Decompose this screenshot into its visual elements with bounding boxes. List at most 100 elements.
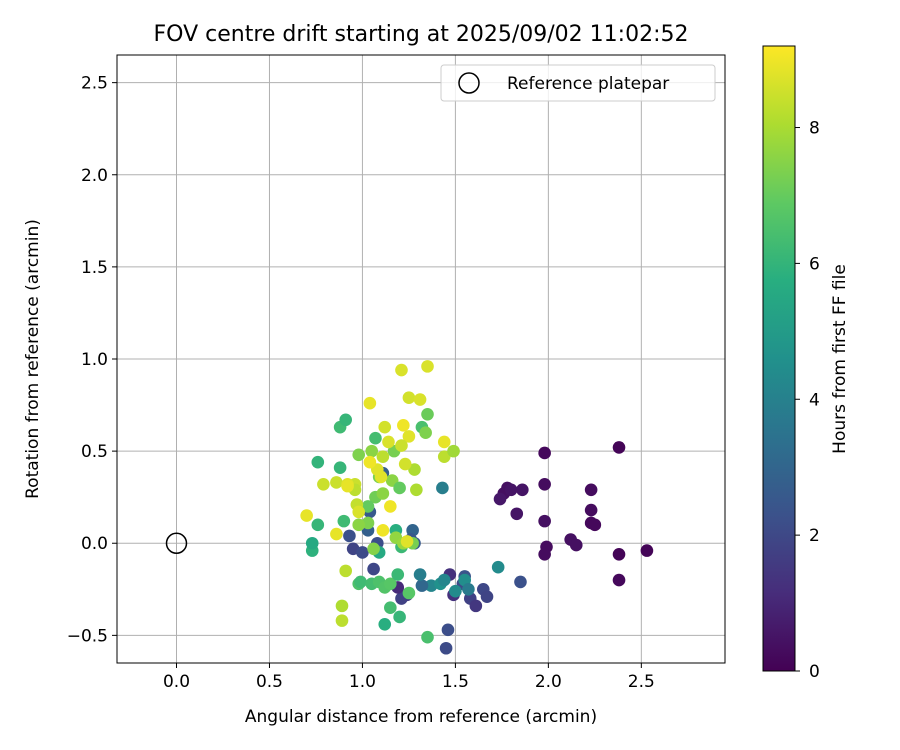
data-point: [538, 477, 551, 491]
data-point: [339, 564, 352, 578]
data-points: [300, 360, 654, 655]
x-tick-label: 1.5: [442, 672, 469, 692]
colorbar-gradient: [762, 45, 796, 672]
data-point: [395, 439, 408, 452]
data-point: [393, 610, 406, 624]
data-point: [415, 579, 429, 592]
colorbar-tick-label: 2: [809, 526, 820, 546]
data-point: [449, 584, 462, 598]
colorbar: 0 2 4 6 8 Hours from first FF file: [762, 45, 850, 682]
data-point: [361, 500, 375, 513]
data-point: [341, 479, 354, 493]
x-tick-label: 2.0: [535, 672, 562, 692]
data-point: [300, 509, 313, 522]
data-point: [538, 446, 551, 460]
data-point: [352, 518, 366, 532]
data-point: [421, 630, 434, 644]
data-point: [305, 536, 319, 550]
data-point: [393, 481, 406, 495]
colorbar-tick-label: 6: [809, 254, 820, 274]
data-point: [538, 547, 551, 561]
data-point: [330, 527, 343, 541]
y-axis-label: Rotation from reference (arcmin): [23, 219, 43, 499]
data-point: [335, 599, 349, 613]
data-point: [462, 583, 475, 596]
data-point: [413, 568, 427, 581]
data-point: [569, 538, 583, 552]
y-tick-label: 2.0: [81, 166, 108, 186]
data-point: [363, 455, 377, 469]
data-point: [504, 483, 518, 497]
legend-marker: [458, 72, 480, 94]
x-tick-label: 0.5: [256, 672, 283, 692]
data-point: [369, 431, 382, 445]
data-point: [363, 396, 377, 410]
legend-box: [440, 64, 716, 102]
x-axis-ticks: 0.0 0.5 1.0 1.5 2.0 2.5: [163, 663, 655, 692]
data-point: [356, 546, 369, 559]
data-point: [402, 430, 416, 443]
data-point: [510, 507, 524, 521]
data-point: [612, 547, 626, 561]
y-axis-ticks: −0.5 0.0 0.5 1.0 1.5 2.0 2.5: [67, 74, 117, 646]
data-point: [402, 391, 416, 404]
colorbar-tick-label: 0: [809, 662, 820, 682]
y-tick-label: 1.0: [81, 350, 108, 370]
data-point: [352, 505, 366, 519]
data-point: [514, 575, 527, 589]
data-point: [439, 641, 453, 655]
data-point: [382, 435, 395, 449]
chart-title: FOV centre drift starting at 2025/09/02 …: [154, 22, 689, 47]
data-point: [378, 420, 392, 434]
data-point: [413, 393, 427, 406]
data-point: [612, 441, 626, 454]
data-point: [491, 560, 505, 574]
data-point: [311, 518, 325, 532]
data-point: [469, 599, 483, 613]
data-point: [354, 575, 367, 589]
data-point: [398, 457, 412, 471]
data-point: [538, 514, 551, 528]
legend-label: Reference platepar: [507, 74, 669, 94]
colorbar-tick-label: 4: [809, 390, 820, 410]
data-point: [317, 477, 330, 491]
data-point: [395, 363, 408, 377]
y-tick-label: 0.5: [81, 442, 108, 462]
data-point: [376, 487, 390, 500]
data-point: [397, 419, 410, 432]
data-point: [376, 524, 390, 537]
data-point: [421, 407, 434, 421]
data-point: [311, 455, 325, 469]
data-point: [584, 483, 598, 497]
x-axis-label: Angular distance from reference (arcmin): [245, 707, 597, 727]
data-point: [384, 500, 397, 513]
data-point: [343, 529, 356, 543]
data-point: [584, 503, 598, 517]
data-point: [419, 426, 432, 439]
data-point: [352, 448, 366, 462]
data-point: [493, 492, 507, 506]
y-tick-label: 1.5: [81, 258, 108, 278]
data-point: [330, 476, 343, 489]
data-point: [384, 577, 397, 591]
data-point: [402, 586, 416, 600]
data-point: [391, 568, 405, 581]
x-tick-label: 0.0: [163, 672, 190, 692]
data-point: [339, 413, 352, 427]
data-point: [421, 360, 434, 373]
data-point: [441, 623, 455, 637]
data-point: [367, 562, 380, 576]
data-point: [588, 518, 602, 532]
y-tick-label: 0.0: [81, 534, 108, 554]
data-point: [410, 483, 423, 497]
data-point: [447, 444, 460, 458]
data-point: [337, 514, 351, 528]
data-point: [436, 481, 449, 495]
data-point: [365, 444, 379, 458]
data-point: [640, 544, 654, 557]
data-point: [516, 483, 529, 497]
data-point: [437, 573, 451, 587]
data-point: [408, 463, 421, 476]
colorbar-tick-label: 8: [809, 119, 820, 139]
